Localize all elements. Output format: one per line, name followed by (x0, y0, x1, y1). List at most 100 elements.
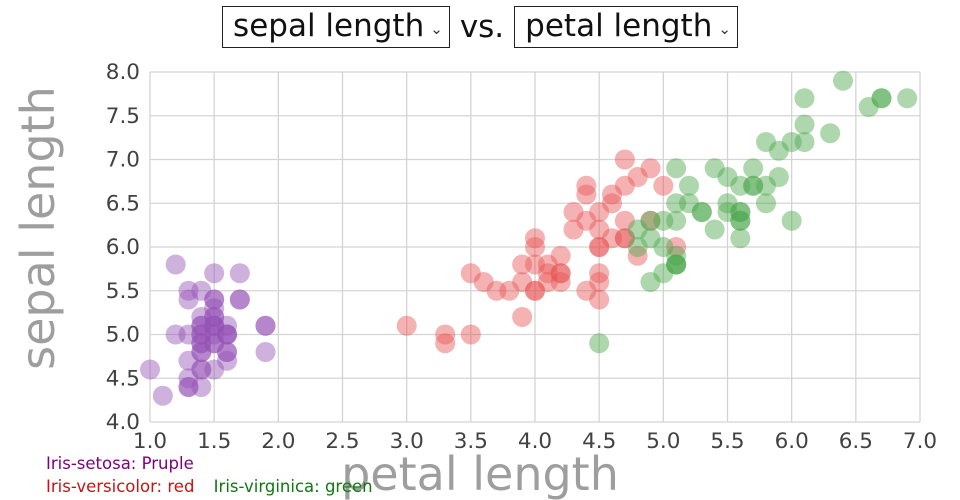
data-point (229, 263, 250, 284)
data-point (204, 315, 225, 336)
data-point (653, 263, 674, 284)
data-point (229, 289, 250, 310)
data-point (666, 210, 687, 231)
data-point (191, 359, 212, 380)
data-point (191, 342, 212, 362)
x-tick-label: 3.5 (454, 429, 488, 454)
data-point (640, 158, 661, 179)
data-point (396, 315, 417, 336)
data-point (756, 193, 776, 214)
data-point (204, 289, 225, 310)
data-point (614, 149, 635, 170)
data-point (691, 202, 712, 222)
data-point (730, 202, 751, 222)
data-point (537, 272, 558, 292)
data-point (602, 228, 622, 249)
data-point (550, 272, 571, 292)
x-tick-label: 7.0 (903, 429, 937, 454)
data-point (178, 377, 199, 397)
data-point (691, 202, 712, 222)
data-point (191, 307, 212, 327)
data-point (589, 272, 610, 292)
series-Iris-versicolor (396, 149, 687, 354)
x-tick-label: 2.5 (325, 429, 359, 454)
x-tick-label: 2.0 (261, 429, 295, 454)
data-point (627, 219, 648, 240)
data-point (602, 193, 622, 214)
data-point (204, 307, 225, 327)
data-point (589, 333, 610, 354)
data-point (460, 324, 481, 345)
data-point (717, 202, 738, 222)
x-tick-label: 5.5 (710, 429, 744, 454)
data-point (178, 324, 199, 345)
data-point (191, 280, 212, 301)
data-point (576, 210, 597, 231)
data-point (666, 254, 687, 275)
data-point (871, 88, 892, 109)
x-tick-label: 5.0 (646, 429, 680, 454)
data-point (794, 132, 815, 152)
data-point (614, 228, 635, 249)
data-point (178, 377, 199, 397)
data-point (525, 237, 545, 257)
data-point (204, 263, 225, 284)
data-point (204, 333, 225, 354)
data-point (255, 315, 276, 336)
data-point (756, 175, 776, 196)
y-tick-label: 6.5 (106, 191, 140, 216)
data-point (743, 175, 764, 196)
data-point (537, 254, 558, 275)
data-point (704, 158, 725, 179)
data-point (435, 324, 456, 345)
data-point (217, 350, 237, 371)
data-point (730, 210, 751, 231)
x-tick-label: 3.0 (390, 429, 424, 454)
data-point (730, 175, 751, 196)
data-point (781, 132, 802, 152)
y-tick-label: 7.5 (106, 104, 140, 129)
data-point (666, 254, 687, 275)
y-axis-select[interactable]: sepal length ⌄ (222, 6, 450, 48)
data-point (679, 175, 699, 196)
data-point (229, 289, 250, 310)
x-axis-select[interactable]: petal length ⌄ (514, 6, 738, 48)
x-tick-label: 4.5 (582, 429, 616, 454)
data-point (512, 307, 533, 327)
data-point (191, 377, 212, 397)
data-point (743, 158, 764, 179)
data-point (589, 202, 610, 222)
x-tick-label: 1.5 (197, 429, 231, 454)
chevron-down-icon: ⌄ (718, 19, 731, 38)
legend-item-virginica: Iris-virginica: green (213, 477, 373, 496)
data-point (794, 114, 815, 135)
data-point (794, 88, 815, 109)
data-point (191, 324, 212, 345)
data-point (165, 254, 186, 275)
data-point (666, 254, 687, 275)
data-point (178, 289, 199, 310)
data-point (589, 289, 610, 310)
x-tick-labels: 1.0 1.5 2.0 2.5 3.0 3.5 4.0 4.5 5.0 5.5 6.0 6.5 7.0 (133, 429, 937, 454)
data-point (640, 210, 661, 231)
data-point (614, 228, 635, 249)
y-tick-label: 5.5 (106, 279, 140, 304)
chart-title-bar: sepal length ⌄ vs. petal length ⌄ (0, 6, 960, 48)
x-axis-title: petal length (341, 447, 619, 500)
data-point (152, 385, 173, 406)
data-point (191, 315, 212, 336)
y-tick-label: 5.0 (106, 323, 140, 348)
vs-label: vs. (459, 9, 505, 45)
data-point (730, 210, 751, 231)
x-tick-label: 6.5 (839, 429, 873, 454)
data-point (191, 324, 212, 345)
data-point (435, 333, 456, 354)
data-point (653, 175, 674, 196)
data-point (486, 280, 507, 301)
data-point (550, 263, 571, 284)
data-point (717, 193, 738, 214)
data-point (627, 245, 648, 266)
chevron-down-icon: ⌄ (430, 19, 443, 38)
data-point (576, 280, 597, 301)
data-point (255, 315, 276, 336)
